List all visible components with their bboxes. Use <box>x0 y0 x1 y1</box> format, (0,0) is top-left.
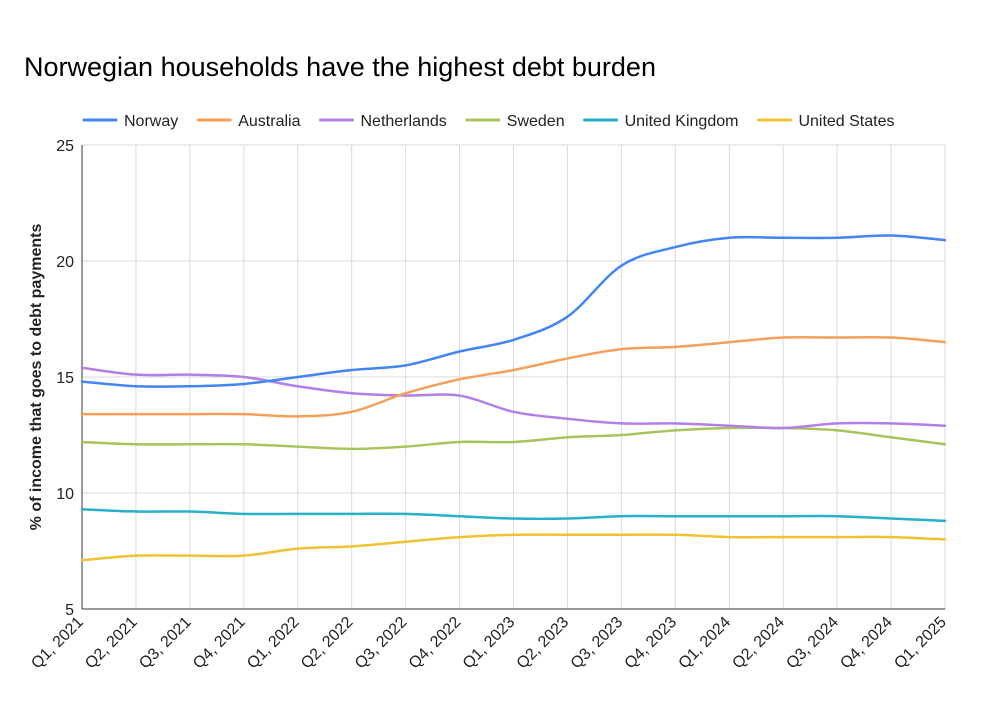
y-tick-label: 5 <box>65 602 74 619</box>
legend-label-sweden: Sweden <box>507 113 565 130</box>
x-tick-label: Q4, 2024 <box>837 614 896 673</box>
x-tick-label: Q3, 2022 <box>352 614 411 673</box>
series-line-united-states <box>80 533 947 562</box>
y-tick-label: 10 <box>56 486 74 503</box>
series-line-sweden <box>80 426 947 451</box>
x-tick-label: Q4, 2022 <box>406 614 465 673</box>
x-tick-label: Q4, 2023 <box>622 614 681 673</box>
x-tick-label: Q1, 2024 <box>676 614 735 673</box>
legend-label-united-kingdom: United Kingdom <box>625 113 739 130</box>
x-tick-label: Q2, 2024 <box>729 614 788 673</box>
legend-item-australia: Australia <box>196 113 301 130</box>
chart-title: Norwegian households have the highest de… <box>24 52 656 82</box>
legend-label-united-states: United States <box>798 113 894 130</box>
y-tick-label: 25 <box>56 138 74 155</box>
series-line-australia <box>80 335 947 418</box>
x-tick-label: Q2, 2021 <box>82 614 141 673</box>
x-tick-label: Q1, 2023 <box>460 614 519 673</box>
legend-item-norway: Norway <box>82 113 178 130</box>
x-tick-label: Q2, 2022 <box>298 614 357 673</box>
x-tick-label: Q1, 2021 <box>28 614 87 673</box>
x-tick-label: Q4, 2021 <box>190 614 249 673</box>
x-tick-label: Q2, 2023 <box>514 614 573 673</box>
legend-label-australia: Australia <box>238 113 300 130</box>
series-line-netherlands <box>80 366 947 430</box>
axes <box>81 145 945 610</box>
y-tick-label: 15 <box>56 370 74 387</box>
legend-item-sweden: Sweden <box>465 113 565 130</box>
legend-item-netherlands: Netherlands <box>318 113 447 130</box>
y-axis-title: % of income that goes to debt payments <box>28 224 45 531</box>
x-tick-label: Q1, 2025 <box>891 614 950 673</box>
x-tick-label: Q3, 2021 <box>136 614 195 673</box>
series-line-united-kingdom <box>80 507 947 523</box>
grid-lines <box>81 144 946 610</box>
legend-item-united-states: United States <box>756 113 895 130</box>
y-tick-label: 20 <box>56 254 74 271</box>
series-line-norway <box>80 234 947 388</box>
x-tick-label: Q3, 2024 <box>783 614 842 673</box>
series-lines <box>80 234 947 562</box>
legend-item-united-kingdom: United Kingdom <box>583 113 739 130</box>
legend: Norway Australia Netherlands Sweden United K… <box>82 113 895 130</box>
x-tick-label: Q3, 2023 <box>568 614 627 673</box>
legend-label-netherlands: Netherlands <box>360 113 446 130</box>
legend-label-norway: Norway <box>124 113 178 130</box>
x-tick-label: Q1, 2022 <box>244 614 303 673</box>
